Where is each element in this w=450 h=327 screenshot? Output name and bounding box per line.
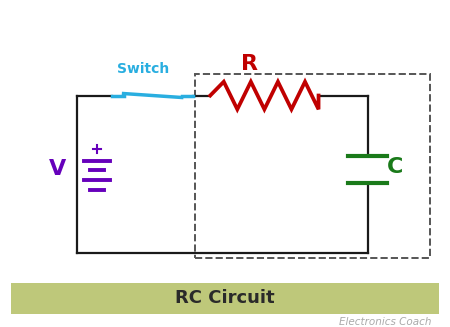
Text: V: V [49, 159, 66, 180]
Text: R: R [241, 54, 258, 74]
Text: Switch: Switch [117, 62, 169, 76]
Text: RC Circuit: RC Circuit [175, 289, 275, 307]
Bar [195, 74, 430, 258]
Text: Electronics Coach: Electronics Coach [339, 317, 432, 327]
Text: C: C [387, 157, 404, 178]
Bar [11, 283, 439, 314]
